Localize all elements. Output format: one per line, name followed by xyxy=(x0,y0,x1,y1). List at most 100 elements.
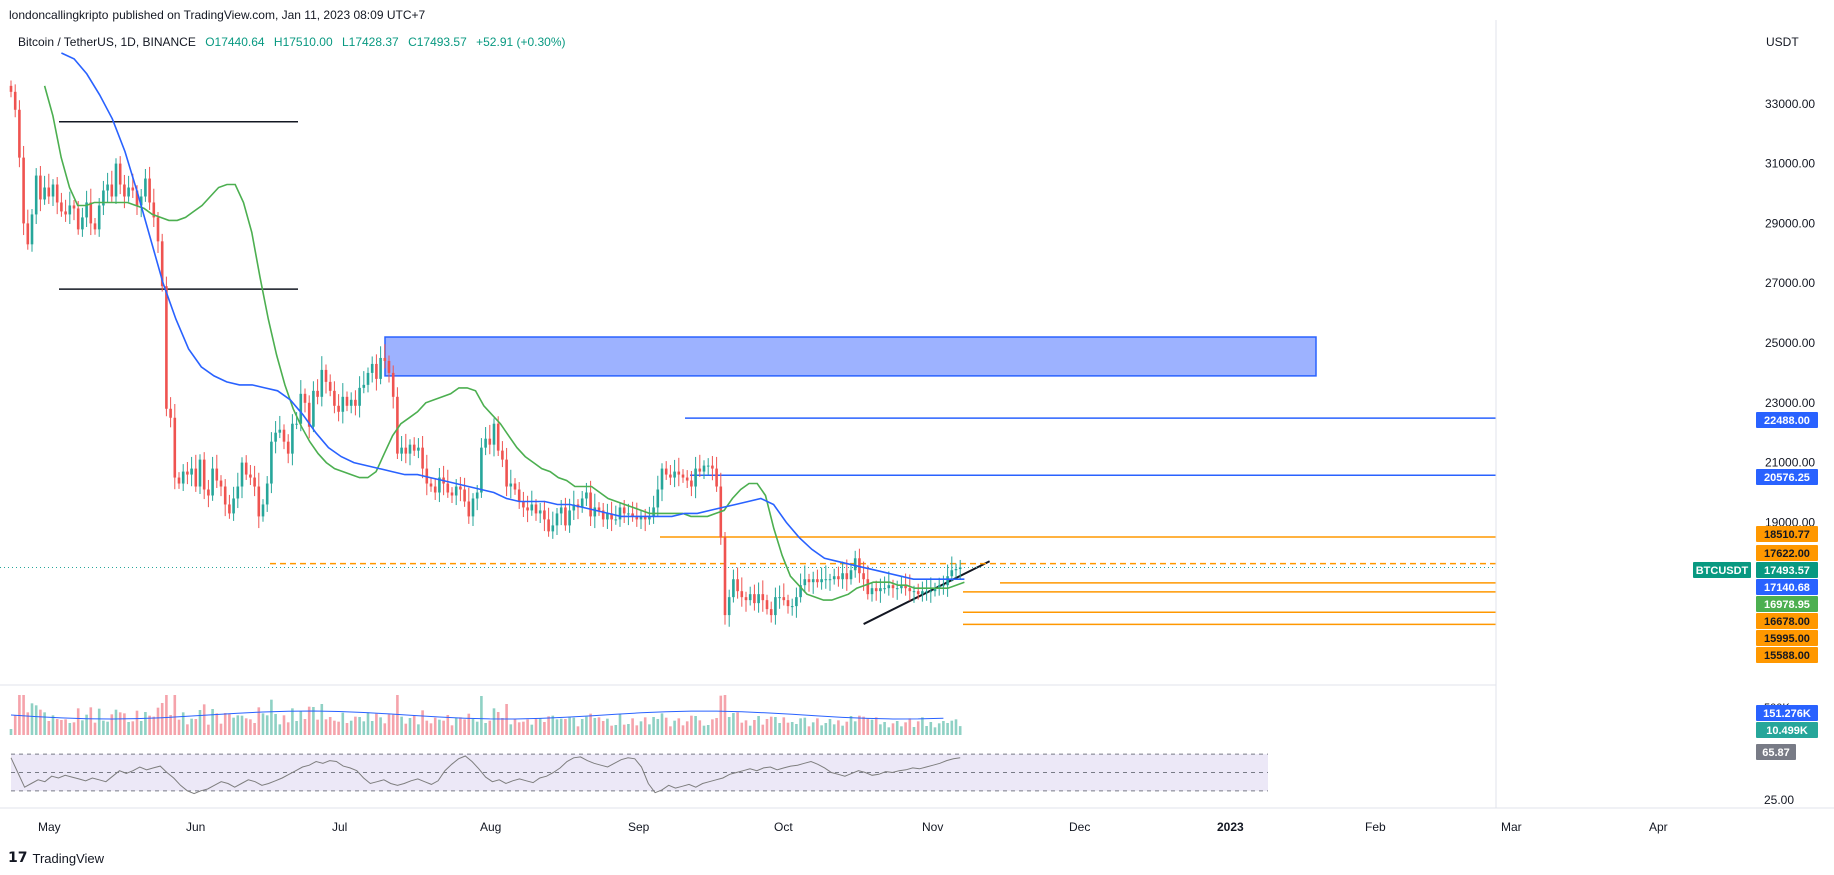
candle-body xyxy=(165,286,168,409)
candle-body xyxy=(870,588,874,595)
candle-body xyxy=(580,498,584,508)
candle-body xyxy=(198,459,202,487)
level-price-tag-text: 20576.25 xyxy=(1764,472,1810,484)
candle-body xyxy=(879,588,882,592)
volume-bar xyxy=(379,717,382,735)
author-name[interactable]: londoncallingkripto xyxy=(9,8,109,22)
rsi-axis-label: 25.00 xyxy=(1764,793,1794,807)
symbol-price-tag-bg xyxy=(1693,562,1751,578)
candle-body xyxy=(9,85,13,92)
volume-bar xyxy=(459,717,462,735)
volume-bar xyxy=(559,718,563,735)
volume-bar xyxy=(320,704,324,735)
candle-body xyxy=(849,570,853,580)
candle-body xyxy=(488,438,492,445)
volume-bar xyxy=(509,724,513,735)
candle-body xyxy=(417,447,420,451)
level-price-tag: 15588.00 xyxy=(1756,647,1818,663)
volume-bar xyxy=(597,717,601,735)
volume-bar xyxy=(425,720,429,735)
symbol-price-tag: BTCUSDT xyxy=(1693,562,1751,578)
volume-bar xyxy=(446,715,450,735)
volume-bar xyxy=(753,720,756,735)
candle-body xyxy=(265,483,269,505)
volume-bar xyxy=(841,725,844,735)
volume-bar xyxy=(152,716,156,735)
volume-bar xyxy=(110,714,114,735)
moving-averages-layer xyxy=(43,52,965,601)
volume-bar xyxy=(702,725,706,735)
volume-tag-bg xyxy=(1756,722,1818,738)
ema-slow-price-tag-text: 17140.68 xyxy=(1764,582,1810,594)
candle-body xyxy=(194,468,198,487)
volume-bar xyxy=(795,724,798,735)
volume-bar xyxy=(240,715,244,735)
candle-body xyxy=(501,450,504,460)
volume-bar xyxy=(160,703,164,735)
candle-body xyxy=(811,579,815,583)
candle-body xyxy=(559,507,563,514)
price-tick-label: 19000.00 xyxy=(1765,515,1815,529)
candle-body xyxy=(698,468,702,472)
candle-body xyxy=(690,480,693,487)
candle-body xyxy=(60,202,63,212)
level-price-tag-bg xyxy=(1756,545,1818,561)
candle-body xyxy=(790,606,794,608)
price-tick-label: 27000.00 xyxy=(1765,276,1815,290)
volume-bar xyxy=(303,719,307,735)
candle-body xyxy=(76,208,80,230)
time-axis-label: May xyxy=(38,820,61,834)
volume-bar xyxy=(736,712,739,735)
candle-body xyxy=(333,390,336,406)
candle-body xyxy=(648,516,651,520)
volume-bar xyxy=(64,719,67,735)
candle-body xyxy=(652,507,655,517)
volume-bar xyxy=(660,713,664,735)
candle-body xyxy=(249,474,252,478)
volume-bar xyxy=(60,720,63,735)
ema-slow-price-tag: 17140.68 xyxy=(1756,579,1818,595)
candle-body xyxy=(89,202,93,224)
candle-body xyxy=(475,492,479,499)
candle-body xyxy=(202,459,206,490)
volume-bar xyxy=(421,710,424,735)
candle-body xyxy=(513,483,517,490)
candle-body xyxy=(681,474,685,478)
volume-bar xyxy=(555,719,559,735)
volume-bar xyxy=(858,715,861,735)
volume-bar xyxy=(522,721,525,735)
volume-bar xyxy=(648,724,651,735)
time-axis-label: Jun xyxy=(186,820,205,834)
volume-bar xyxy=(580,719,584,735)
volume-bar xyxy=(576,726,580,735)
candle-body xyxy=(606,513,609,520)
volume-bar xyxy=(757,716,760,735)
candle-body xyxy=(761,594,765,601)
symbol-title[interactable]: Bitcoin / TetherUS, 1D, BINANCE xyxy=(18,35,196,49)
volume-bar xyxy=(874,717,878,735)
volume-bar xyxy=(627,724,630,735)
candle-body xyxy=(757,594,760,604)
candle-body xyxy=(286,441,290,454)
volume-bar xyxy=(106,721,109,735)
ema-slow-line xyxy=(61,52,965,581)
volume-bar xyxy=(526,719,529,735)
volume-bar xyxy=(345,723,349,735)
volume-bar xyxy=(921,717,924,735)
candle-body xyxy=(748,594,752,601)
volume-bar xyxy=(102,720,105,735)
volume-bar xyxy=(9,729,13,735)
volume-bar xyxy=(450,725,454,735)
candle-body xyxy=(740,591,744,598)
time-axis-label: Jul xyxy=(332,820,347,834)
candle-body xyxy=(43,187,46,200)
candle-body xyxy=(753,594,756,604)
volume-bar xyxy=(400,716,403,735)
candle-body xyxy=(841,573,844,580)
volume-bar xyxy=(295,721,298,735)
candle-body xyxy=(942,585,945,587)
volume-bar xyxy=(253,723,256,735)
tradingview-logo[interactable]: 17 TradingView xyxy=(8,850,104,866)
candle-body xyxy=(148,178,151,203)
